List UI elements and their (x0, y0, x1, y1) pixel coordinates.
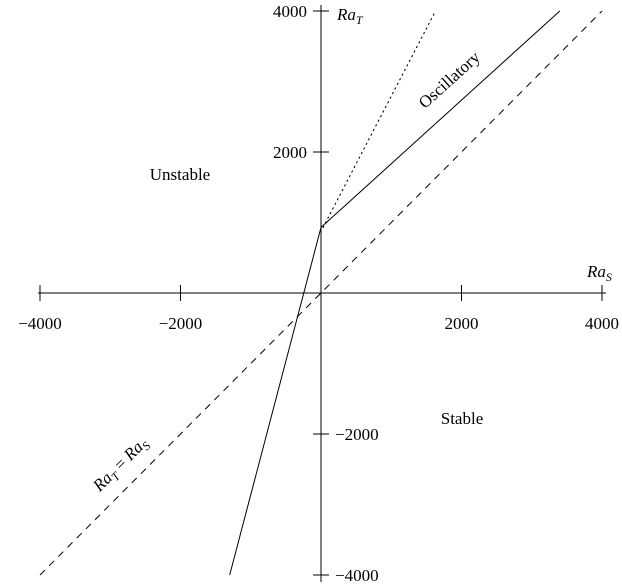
x-axis-title: RaS (586, 262, 612, 284)
y-tick-label: 2000 (273, 143, 307, 162)
diagonal-label: RaT = RaS (88, 433, 153, 498)
y-axis-title: RaT (336, 5, 364, 27)
x-tick-label: 2000 (445, 314, 479, 333)
stable-label: Stable (441, 409, 484, 428)
y-tick-label: 4000 (273, 2, 307, 21)
y-tick-label: −4000 (335, 566, 379, 585)
series-line-dashed (39, 10, 603, 576)
x-tick-label: −2000 (159, 314, 203, 333)
x-tick-label: 4000 (585, 314, 619, 333)
oscillatory-label: Oscillatory (415, 47, 484, 112)
series-line-dotted (322, 10, 437, 228)
x-tick-label: −4000 (18, 314, 62, 333)
unstable-label: Unstable (150, 165, 210, 184)
y-tick-label: −2000 (335, 425, 379, 444)
